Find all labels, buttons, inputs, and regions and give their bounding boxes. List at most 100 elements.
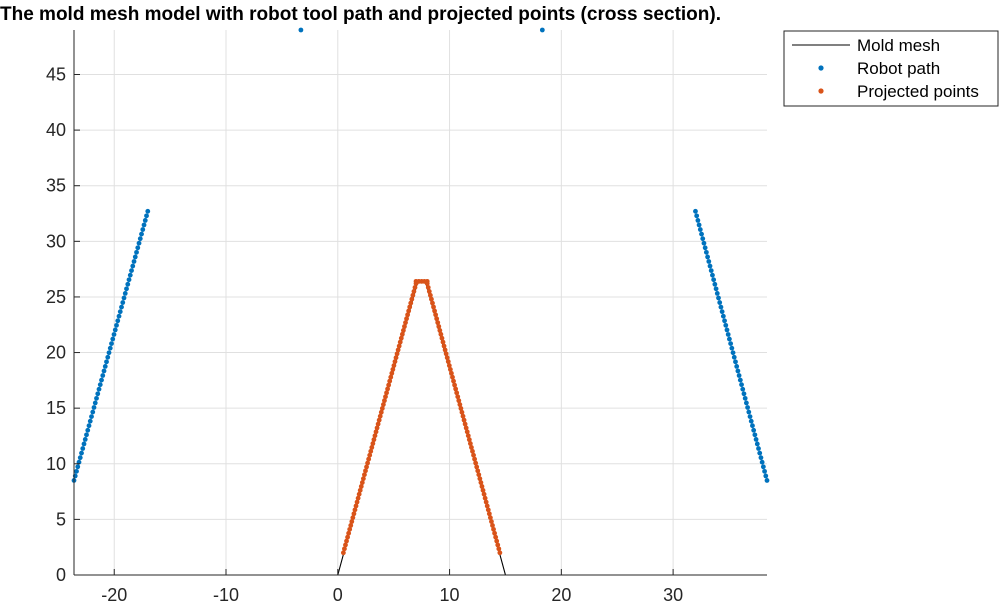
projected-point bbox=[354, 499, 360, 505]
robot-path-point bbox=[110, 336, 116, 342]
x-tick-label: -20 bbox=[101, 585, 127, 605]
robot-path-point bbox=[758, 455, 764, 461]
projected-point bbox=[453, 386, 459, 392]
robot-path-point bbox=[79, 450, 84, 456]
projected-point bbox=[497, 550, 503, 556]
projected-point bbox=[442, 347, 448, 353]
robot-path-point bbox=[754, 441, 760, 447]
legend-swatch-robot-path bbox=[818, 65, 824, 71]
projected-point bbox=[408, 300, 414, 306]
projected-point bbox=[460, 413, 466, 419]
robot-path-point bbox=[735, 368, 741, 374]
projected-point bbox=[375, 421, 381, 427]
projected-point bbox=[382, 398, 387, 404]
projected-point bbox=[485, 507, 491, 513]
robot-path-point bbox=[762, 468, 767, 474]
y-tick-label: 10 bbox=[46, 454, 66, 474]
projected-point bbox=[405, 312, 411, 318]
robot-path-point bbox=[712, 281, 718, 287]
robot-path-point bbox=[752, 432, 758, 438]
robot-path-point bbox=[699, 231, 704, 237]
projected-point bbox=[360, 476, 366, 482]
projected-point bbox=[436, 324, 442, 329]
robot-path-point bbox=[716, 295, 721, 301]
robot-path-point bbox=[727, 336, 732, 342]
x-tick-label: -10 bbox=[213, 585, 239, 605]
robot-path-point bbox=[751, 427, 757, 433]
robot-path-point bbox=[92, 400, 98, 406]
projected-point bbox=[484, 503, 490, 509]
robot-path-point bbox=[724, 327, 730, 333]
robot-path-point bbox=[114, 322, 119, 328]
robot-path-point bbox=[135, 245, 141, 251]
projected-point bbox=[400, 328, 406, 333]
projected-point bbox=[351, 511, 357, 517]
projected-point bbox=[412, 285, 418, 290]
robot-path-point bbox=[750, 423, 755, 429]
projected-point bbox=[483, 499, 489, 505]
projected-point bbox=[469, 445, 474, 450]
projected-point bbox=[489, 519, 494, 524]
robot-path-point bbox=[723, 322, 729, 328]
robot-path-point bbox=[741, 391, 747, 397]
robot-path-point bbox=[116, 313, 122, 319]
projected-point bbox=[454, 390, 460, 396]
projected-point bbox=[376, 417, 382, 423]
legend: Mold mesh Robot path Projected points bbox=[783, 30, 999, 107]
robot-path-point bbox=[115, 318, 121, 324]
projected-point bbox=[439, 335, 445, 341]
robot-path-point bbox=[707, 263, 713, 269]
robot-path-point bbox=[104, 359, 109, 365]
projected-point bbox=[425, 285, 431, 290]
robot-path-point bbox=[702, 245, 708, 251]
robot-path-point bbox=[95, 391, 101, 397]
robot-path-point bbox=[139, 231, 144, 237]
projected-point bbox=[426, 288, 432, 294]
projected-point bbox=[365, 460, 370, 466]
projected-point bbox=[457, 402, 463, 407]
projected-point bbox=[490, 523, 495, 528]
projected-point bbox=[470, 448, 475, 454]
projected-point bbox=[449, 370, 454, 376]
robot-path-point bbox=[695, 218, 701, 223]
robot-path-point bbox=[120, 300, 126, 305]
projected-point bbox=[349, 519, 355, 524]
legend-label: Robot path bbox=[857, 59, 940, 78]
robot-path-point bbox=[728, 341, 734, 346]
robot-path-point bbox=[694, 213, 700, 219]
legend-label: Projected points bbox=[857, 82, 979, 101]
grid-lines bbox=[74, 30, 767, 576]
robot-path-point bbox=[107, 345, 113, 351]
robot-path-point bbox=[729, 345, 735, 351]
projected-point bbox=[409, 296, 415, 302]
robot-path-point bbox=[100, 373, 106, 378]
robot-path-point bbox=[298, 27, 304, 33]
robot-path-point bbox=[84, 432, 89, 438]
projected-point bbox=[394, 351, 400, 357]
robot-path-point bbox=[763, 473, 769, 479]
projected-point bbox=[390, 367, 396, 372]
projected-point bbox=[384, 390, 389, 396]
projected-point bbox=[344, 538, 349, 544]
projected-point bbox=[437, 328, 443, 333]
robot-path-point bbox=[130, 263, 136, 269]
robot-path-point bbox=[739, 382, 744, 388]
robot-path-point bbox=[753, 437, 759, 442]
robot-path-point bbox=[693, 208, 698, 214]
robot-path-point bbox=[733, 359, 738, 365]
projected-point bbox=[446, 363, 452, 368]
projected-point bbox=[346, 530, 352, 536]
robot-path-point bbox=[725, 332, 731, 337]
projected-point bbox=[477, 476, 483, 482]
projected-point bbox=[369, 445, 375, 450]
projected-point bbox=[396, 343, 402, 349]
projected-point bbox=[404, 316, 409, 322]
robot-path-point bbox=[131, 259, 137, 264]
projected-point bbox=[407, 304, 413, 310]
projected-point bbox=[481, 491, 487, 497]
robot-path-point bbox=[539, 27, 545, 33]
robot-path-point bbox=[96, 386, 102, 392]
projected-point bbox=[492, 530, 497, 536]
projected-point bbox=[472, 456, 477, 462]
